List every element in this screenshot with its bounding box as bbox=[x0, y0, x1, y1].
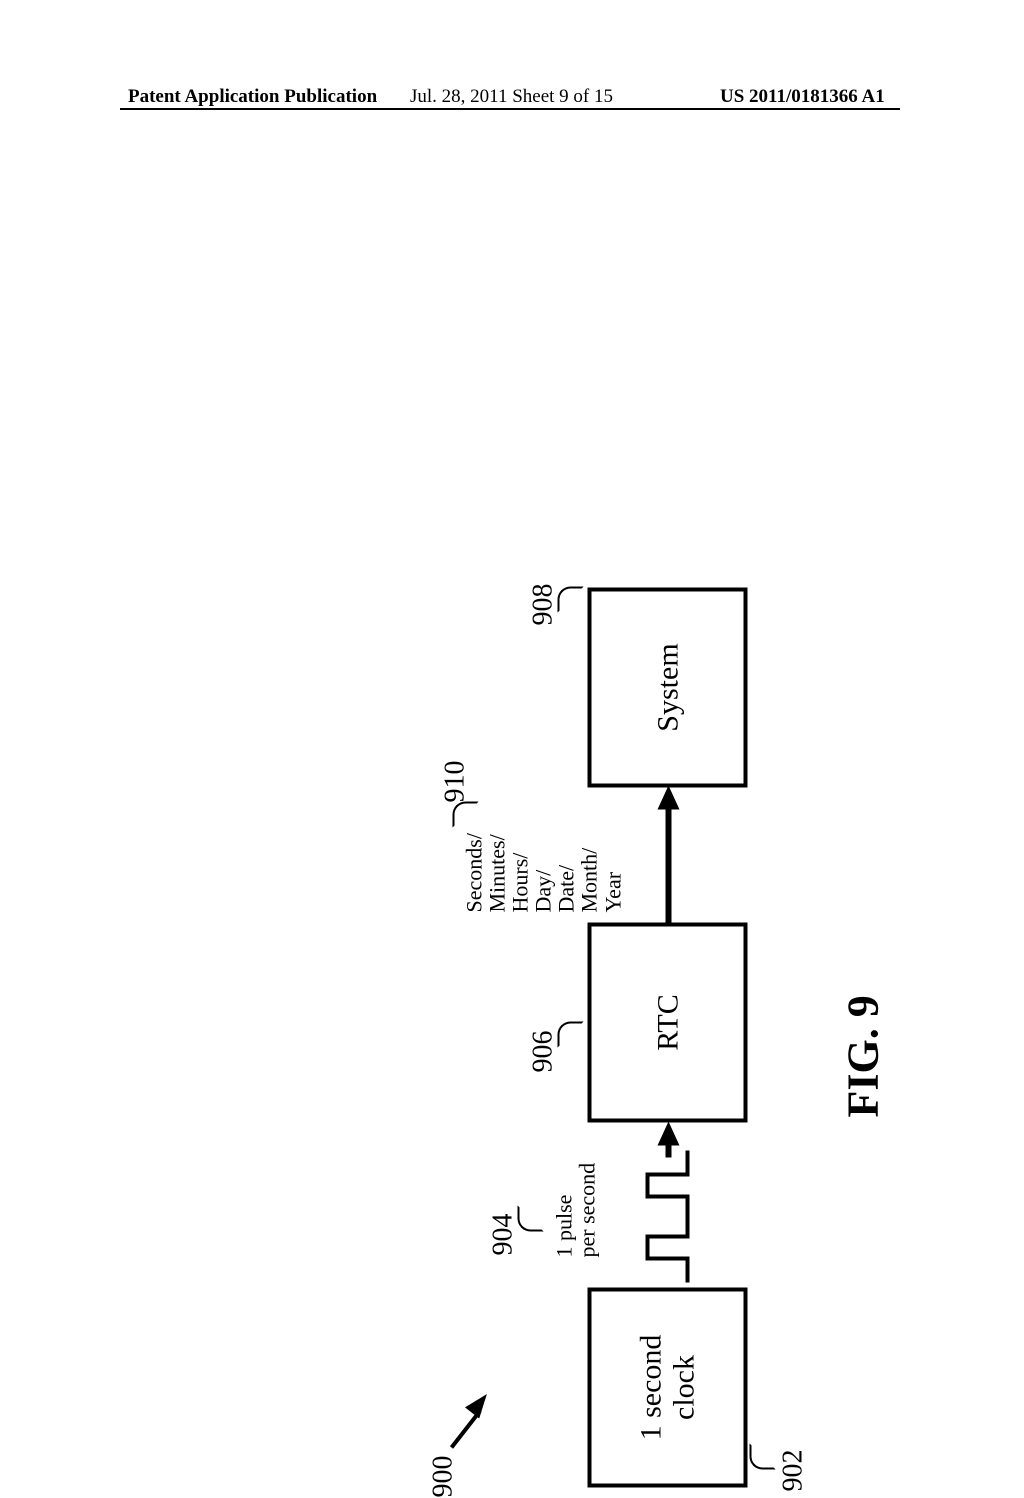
ref-908-leader bbox=[558, 587, 584, 613]
ref-908: 908 bbox=[528, 584, 560, 626]
signal2-line1: Seconds/ bbox=[463, 833, 486, 912]
ref-910: 910 bbox=[440, 761, 472, 803]
box-rtc: RTC bbox=[588, 923, 748, 1123]
figure-diagram: 900 1 second clock 902 1 pulse per s bbox=[633, 588, 858, 1038]
ref-902-leader bbox=[750, 1444, 776, 1470]
box-system-line1: System bbox=[651, 643, 684, 731]
signal2-line4: Day/ bbox=[532, 833, 555, 912]
header-left: Patent Application Publication bbox=[128, 86, 377, 108]
signal1-label: 1 pulse per second bbox=[553, 1163, 599, 1258]
signal2-label: Seconds/ Minutes/ Hours/ Day/ Date/ Mont… bbox=[463, 833, 625, 912]
ref-904-leader bbox=[518, 1206, 544, 1232]
signal2-line3: Hours/ bbox=[509, 833, 532, 912]
signal1-line2: per second bbox=[576, 1163, 599, 1258]
header-right: US 2011/0181366 A1 bbox=[720, 86, 885, 108]
signal2-line7: Year bbox=[601, 833, 624, 912]
header-center: Jul. 28, 2011 Sheet 9 of 15 bbox=[410, 86, 613, 108]
box-clock: 1 second clock bbox=[588, 1288, 748, 1488]
ref-902: 902 bbox=[778, 1450, 810, 1492]
page-header: Patent Application Publication Jul. 28, … bbox=[0, 86, 1024, 116]
box-clock-line2: clock bbox=[668, 1355, 701, 1420]
box-system: System bbox=[588, 588, 748, 788]
ref-904: 904 bbox=[488, 1214, 520, 1256]
arrow2-head bbox=[658, 786, 680, 810]
square-wave-icon bbox=[646, 1148, 690, 1283]
ref-overall: 900 bbox=[428, 1456, 460, 1498]
arrow1-head bbox=[658, 1122, 680, 1146]
arrow1-shaft bbox=[666, 1144, 672, 1158]
ref-overall-arrowhead bbox=[465, 1389, 494, 1419]
ref-910-leader bbox=[453, 802, 479, 828]
signal2-line5: Date/ bbox=[555, 833, 578, 912]
box-clock-line1: 1 second bbox=[635, 1335, 668, 1441]
header-rule bbox=[120, 108, 900, 110]
ref-906-leader bbox=[558, 1022, 584, 1048]
signal2-line6: Month/ bbox=[578, 833, 601, 912]
arrow2-shaft bbox=[666, 808, 672, 923]
signal1-line1: 1 pulse bbox=[553, 1163, 576, 1258]
signal2-line2: Minutes/ bbox=[486, 833, 509, 912]
ref-906: 906 bbox=[528, 1031, 560, 1073]
figure-title: FIG. 9 bbox=[838, 995, 889, 1117]
box-rtc-line1: RTC bbox=[651, 994, 684, 1051]
